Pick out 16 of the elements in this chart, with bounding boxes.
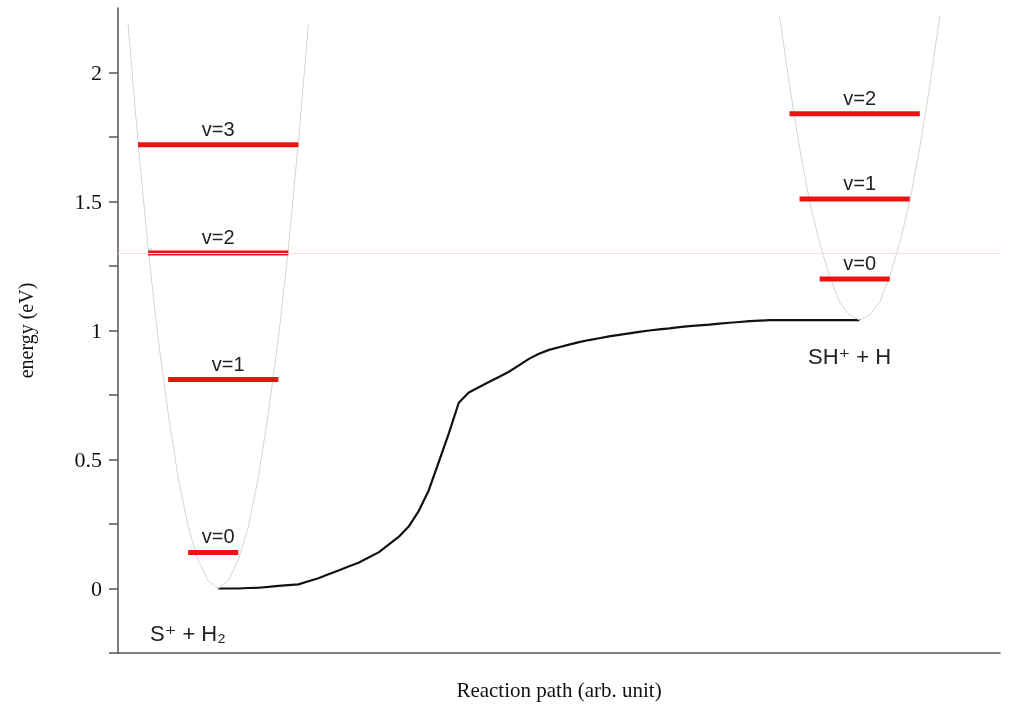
- annotation: SH⁺ + H: [808, 343, 892, 369]
- y-tick-label: 1: [91, 318, 102, 343]
- series-label: v=2: [201, 226, 235, 249]
- y-tick-label: 1.5: [74, 189, 102, 214]
- series-label: v=1: [211, 352, 245, 375]
- y-axis-title: energy (eV): [15, 282, 38, 379]
- annotation: S⁺ + H₂: [150, 620, 226, 646]
- series-label: v=2: [843, 86, 877, 109]
- series-label: v=0: [201, 525, 235, 548]
- series-label: v=3: [201, 117, 235, 140]
- y-tick-label: 0: [91, 576, 102, 601]
- series-label: v=0: [843, 251, 877, 274]
- y-tick-label: 0.5: [74, 447, 102, 472]
- y-tick-label: 2: [91, 60, 102, 85]
- x-axis-title: Reaction path (arb. unit): [456, 677, 662, 702]
- series-label: v=1: [843, 171, 877, 194]
